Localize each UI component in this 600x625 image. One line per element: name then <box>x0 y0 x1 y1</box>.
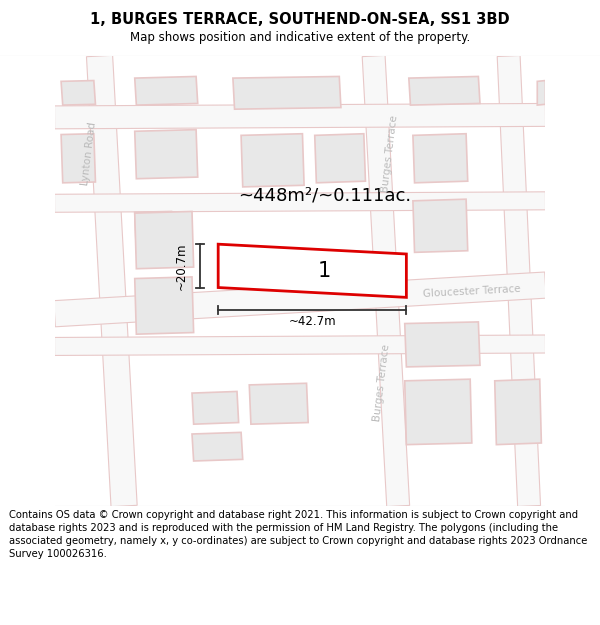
Polygon shape <box>55 104 545 129</box>
Polygon shape <box>362 56 410 507</box>
Text: Burges Terrace: Burges Terrace <box>372 344 392 422</box>
Text: ~448m²/~0.111ac.: ~448m²/~0.111ac. <box>238 186 411 204</box>
Text: ~20.7m: ~20.7m <box>175 242 188 289</box>
Polygon shape <box>61 134 95 183</box>
Text: Burges Terrace: Burges Terrace <box>380 115 400 193</box>
Polygon shape <box>135 277 194 334</box>
Polygon shape <box>192 432 243 461</box>
Text: 1, BURGES TERRACE, SOUTHEND-ON-SEA, SS1 3BD: 1, BURGES TERRACE, SOUTHEND-ON-SEA, SS1 … <box>90 12 510 28</box>
Polygon shape <box>413 199 468 252</box>
Polygon shape <box>405 379 472 444</box>
Polygon shape <box>537 81 545 105</box>
Text: Contains OS data © Crown copyright and database right 2021. This information is : Contains OS data © Crown copyright and d… <box>9 509 587 559</box>
Polygon shape <box>405 322 480 367</box>
Polygon shape <box>135 211 173 252</box>
Polygon shape <box>135 211 194 269</box>
Text: ~42.7m: ~42.7m <box>289 316 336 328</box>
Polygon shape <box>135 76 198 105</box>
Text: 1: 1 <box>318 261 331 281</box>
Polygon shape <box>218 244 406 298</box>
Polygon shape <box>249 383 308 424</box>
Text: Map shows position and indicative extent of the property.: Map shows position and indicative extent… <box>130 31 470 44</box>
Polygon shape <box>86 55 137 507</box>
Polygon shape <box>413 134 468 183</box>
Text: Gloucester Terrace: Gloucester Terrace <box>422 284 521 299</box>
Polygon shape <box>497 56 541 506</box>
Polygon shape <box>315 134 365 183</box>
Polygon shape <box>55 192 545 213</box>
Polygon shape <box>409 76 480 105</box>
Polygon shape <box>135 129 198 179</box>
Text: Lynton Road: Lynton Road <box>80 122 98 186</box>
Polygon shape <box>55 335 545 356</box>
Polygon shape <box>61 81 95 105</box>
Polygon shape <box>495 379 541 444</box>
Polygon shape <box>233 76 341 109</box>
Polygon shape <box>241 134 304 187</box>
Polygon shape <box>192 391 239 424</box>
Polygon shape <box>54 272 546 327</box>
